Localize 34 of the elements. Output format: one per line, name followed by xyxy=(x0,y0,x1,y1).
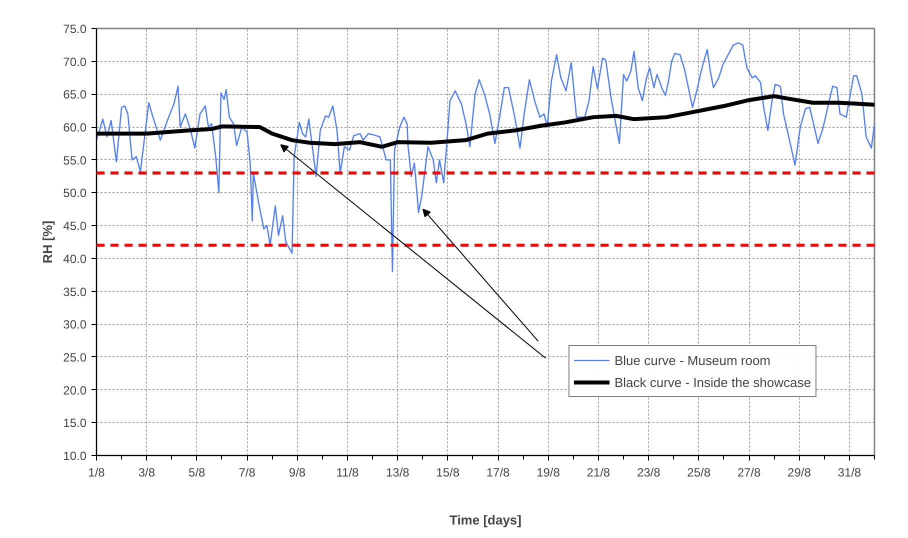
x-tick-label: 25/8 xyxy=(687,466,711,480)
x-tick-label: 19/8 xyxy=(536,466,560,480)
y-tick-label: 70.0 xyxy=(63,54,87,69)
x-tick-label: 3/8 xyxy=(138,466,156,480)
y-axis-title: RH [%] xyxy=(40,220,56,264)
x-tick-label: 5/8 xyxy=(188,466,206,480)
y-tick-label: 50.0 xyxy=(63,186,87,200)
x-tick-label: 9/8 xyxy=(288,466,306,480)
y-tick-label: 35.0 xyxy=(63,284,87,299)
y-tick-label: 25.0 xyxy=(63,350,87,364)
legend-label: Blue curve - Museum room xyxy=(614,352,771,368)
x-tick-label: 21/8 xyxy=(586,466,610,480)
x-tick-label: 15/8 xyxy=(436,466,460,480)
x-tick-label: 27/8 xyxy=(737,466,762,480)
x-axis-title: Time [days] xyxy=(449,512,522,528)
x-tick-label: 31/8 xyxy=(838,466,862,480)
y-tick-label: 20.0 xyxy=(63,383,87,398)
x-tick-label: 7/8 xyxy=(238,466,256,480)
y-tick-label: 65.0 xyxy=(63,88,87,102)
y-tick-label: 40.0 xyxy=(63,252,87,266)
x-tick-label: 13/8 xyxy=(386,466,410,480)
x-tick-label: 11/8 xyxy=(336,466,360,480)
x-tick-label: 29/8 xyxy=(788,466,812,480)
y-tick-label: 60.0 xyxy=(63,120,87,135)
y-tick-label: 15.0 xyxy=(63,416,87,430)
y-tick-label: 75.0 xyxy=(63,22,87,36)
y-tick-label: 55.0 xyxy=(63,153,87,168)
x-tick-label: 23/8 xyxy=(636,466,661,480)
y-tick-label: 10.0 xyxy=(63,449,87,463)
x-tick-label: 17/8 xyxy=(486,466,510,480)
legend-label: Black curve - Inside the showcase xyxy=(614,374,811,390)
y-tick-label: 30.0 xyxy=(63,318,87,332)
x-tick-label: 1/8 xyxy=(88,466,106,480)
y-tick-label: 45.0 xyxy=(63,219,87,234)
